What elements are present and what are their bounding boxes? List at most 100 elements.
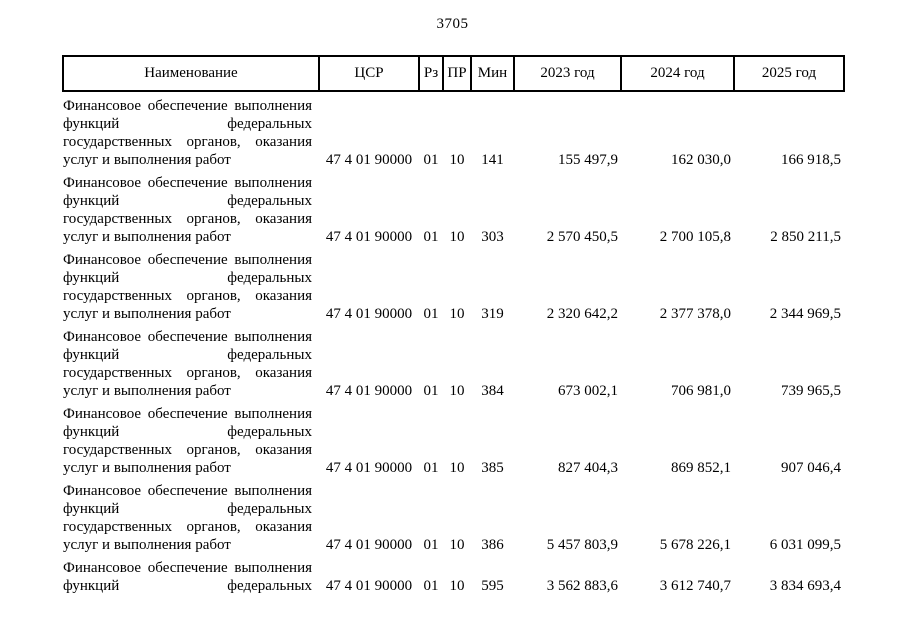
name-word: органов, <box>186 211 241 227</box>
name-word: федеральных <box>227 116 312 132</box>
pr-cell: 10 <box>449 306 465 322</box>
name-word: оказания <box>255 519 312 535</box>
column-header-csr: ЦСР <box>318 55 420 92</box>
name-word: функций <box>63 116 120 132</box>
name-line: государственных органов, оказания <box>63 518 312 536</box>
min-cell: 319 <box>481 306 504 322</box>
page-number: 3705 <box>436 16 469 32</box>
table-row: Финансовое обеспечение выполнения функций фе… <box>63 477 844 554</box>
name-cell: Финансовое обеспечение выполнения функций фе… <box>63 554 319 595</box>
year-2024-cell: 706 981,0 <box>671 383 731 399</box>
column-header-2024: 2024 год <box>620 55 735 92</box>
year-2024-cell: 162 030,0 <box>671 152 731 168</box>
year-2023-cell: 673 002,1 <box>558 383 618 399</box>
name-word: выполнения <box>234 406 312 422</box>
name-word: органов, <box>186 519 241 535</box>
name-word: Финансовое <box>63 329 142 345</box>
name-line: услуг и выполнения работ <box>63 383 231 399</box>
name-word: обеспечение <box>147 483 228 499</box>
column-header-pr: ПР <box>442 55 472 92</box>
name-line: функций федеральных <box>63 192 312 210</box>
name-word: органов, <box>186 134 241 150</box>
name-word: обеспечение <box>147 175 228 191</box>
year-2025-cell: 907 046,4 <box>781 460 841 476</box>
name-word: функций <box>63 270 120 286</box>
rz-cell: 01 <box>423 537 439 553</box>
table-row: Финансовое обеспечение выполнения функций фе… <box>63 400 844 477</box>
name-line: функций федеральных <box>63 115 312 133</box>
name-word: Финансовое <box>63 406 142 422</box>
name-word: государственных <box>63 134 172 150</box>
column-header-2025: 2025 год <box>733 55 845 92</box>
name-line: государственных органов, оказания <box>63 441 312 459</box>
name-line: функций федеральных <box>63 577 312 595</box>
name-word: Финансовое <box>63 252 142 268</box>
name-word: функций <box>63 578 120 594</box>
rz-cell: 01 <box>423 383 439 399</box>
name-word: оказания <box>255 365 312 381</box>
year-2025-cell: 3 834 693,4 <box>769 578 841 594</box>
year-2023-cell: 2 320 642,2 <box>546 306 618 322</box>
name-word: оказания <box>255 442 312 458</box>
name-line: Финансовое обеспечение выполнения <box>63 97 312 115</box>
name-word: выполнения <box>234 175 312 191</box>
year-2025-cell: 166 918,5 <box>781 152 841 168</box>
min-cell: 595 <box>481 578 504 594</box>
pr-cell: 10 <box>449 460 465 476</box>
column-header-2023: 2023 год <box>513 55 622 92</box>
rz-cell: 01 <box>423 578 439 594</box>
min-cell: 385 <box>481 460 504 476</box>
name-word: федеральных <box>227 270 312 286</box>
name-line: услуг и выполнения работ <box>63 306 231 322</box>
name-word: оказания <box>255 134 312 150</box>
name-word: федеральных <box>227 347 312 363</box>
pr-cell: 10 <box>449 229 465 245</box>
csr-cell: 47 4 01 90000 <box>325 537 413 553</box>
name-word: государственных <box>63 211 172 227</box>
csr-cell: 47 4 01 90000 <box>325 306 413 322</box>
name-line: услуг и выполнения работ <box>63 152 231 168</box>
year-2025-cell: 2 344 969,5 <box>769 306 841 322</box>
name-word: обеспечение <box>147 560 228 576</box>
name-cell: Финансовое обеспечение выполнения функций фе… <box>63 246 319 323</box>
name-word: Финансовое <box>63 560 142 576</box>
name-word: обеспечение <box>147 252 228 268</box>
name-cell: Финансовое обеспечение выполнения функций фе… <box>63 91 319 169</box>
csr-cell: 47 4 01 90000 <box>325 460 413 476</box>
name-line: Финансовое обеспечение выполнения <box>63 482 312 500</box>
min-cell: 141 <box>481 152 504 168</box>
min-cell: 303 <box>481 229 504 245</box>
pr-cell: 10 <box>449 578 465 594</box>
name-word: выполнения <box>234 560 312 576</box>
name-line: функций федеральных <box>63 346 312 364</box>
name-cell: Финансовое обеспечение выполнения функций фе… <box>63 323 319 400</box>
name-line: функций федеральных <box>63 423 312 441</box>
budget-table: Наименование ЦСР Рз ПР Мин 2023 год 2024… <box>62 55 845 595</box>
year-2024-cell: 2 377 378,0 <box>659 306 731 322</box>
name-line: услуг и выполнения работ <box>63 537 231 553</box>
name-line: Финансовое обеспечение выполнения <box>63 405 312 423</box>
name-word: оказания <box>255 211 312 227</box>
csr-cell: 47 4 01 90000 <box>325 229 413 245</box>
name-cell: Финансовое обеспечение выполнения функций фе… <box>63 477 319 554</box>
rz-cell: 01 <box>423 306 439 322</box>
name-line: государственных органов, оказания <box>63 133 312 151</box>
name-word: органов, <box>186 365 241 381</box>
name-word: Финансовое <box>63 483 142 499</box>
name-line: Финансовое обеспечение выполнения <box>63 251 312 269</box>
year-2023-cell: 2 570 450,5 <box>546 229 618 245</box>
year-2024-cell: 2 700 105,8 <box>659 229 731 245</box>
name-line: государственных органов, оказания <box>63 210 312 228</box>
name-line: функций федеральных <box>63 269 312 287</box>
table-header-row: Наименование ЦСР Рз ПР Мин 2023 год 2024… <box>62 55 845 92</box>
year-2024-cell: 3 612 740,7 <box>659 578 731 594</box>
table-body: Финансовое обеспечение выполнения функций фе… <box>63 91 844 595</box>
name-word: выполнения <box>234 483 312 499</box>
name-word: оказания <box>255 288 312 304</box>
year-2023-cell: 827 404,3 <box>558 460 618 476</box>
year-2023-cell: 5 457 803,9 <box>546 537 618 553</box>
name-word: федеральных <box>227 501 312 517</box>
column-header-rz: Рз <box>418 55 444 92</box>
name-line: Финансовое обеспечение выполнения <box>63 559 312 577</box>
